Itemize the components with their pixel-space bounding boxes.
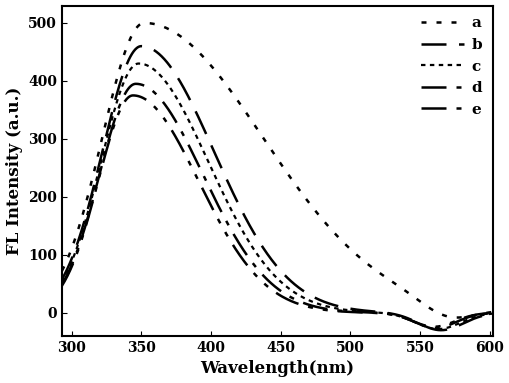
d — [85, 213, 91, 218]
c — [434, 327, 440, 331]
c — [320, 303, 326, 308]
b — [59, 277, 65, 282]
b — [385, 311, 391, 316]
c — [385, 312, 391, 316]
d — [59, 282, 65, 286]
Line: e: e — [62, 95, 492, 327]
e — [430, 324, 436, 329]
e — [130, 93, 136, 98]
c — [333, 306, 339, 311]
c — [430, 326, 436, 331]
e — [85, 215, 91, 219]
e — [320, 308, 326, 312]
c — [309, 300, 315, 304]
b — [333, 303, 339, 308]
d — [309, 304, 315, 308]
e — [333, 309, 339, 313]
e — [430, 324, 436, 329]
d — [132, 82, 138, 86]
c — [85, 208, 91, 213]
d — [385, 312, 391, 316]
d — [430, 326, 436, 330]
c — [59, 279, 65, 284]
Y-axis label: FL Intensity (a.u.): FL Intensity (a.u.) — [6, 87, 22, 255]
a — [59, 268, 65, 273]
b — [430, 327, 436, 331]
b — [489, 312, 495, 316]
d — [432, 326, 438, 330]
a — [320, 219, 326, 223]
Line: a: a — [62, 23, 492, 318]
a — [309, 205, 315, 210]
c — [489, 311, 495, 316]
a — [430, 308, 436, 313]
d — [489, 311, 495, 316]
b — [85, 205, 91, 209]
e — [385, 312, 391, 316]
X-axis label: Wavelength(nm): Wavelength(nm) — [200, 360, 354, 377]
Legend: a, b, c, d, e: a, b, c, d, e — [414, 10, 487, 123]
Line: c: c — [62, 64, 492, 329]
b — [309, 294, 315, 299]
b — [320, 300, 326, 304]
c — [135, 61, 142, 66]
e — [59, 283, 65, 288]
a — [489, 310, 495, 314]
e — [489, 311, 495, 316]
a — [141, 21, 147, 25]
a — [333, 233, 339, 238]
a — [85, 192, 91, 196]
a — [453, 315, 459, 320]
d — [320, 306, 326, 311]
Line: d: d — [62, 84, 492, 328]
Line: b: b — [62, 46, 492, 330]
e — [309, 306, 315, 310]
d — [333, 308, 339, 313]
a — [385, 277, 391, 282]
b — [138, 44, 145, 48]
b — [437, 328, 443, 332]
